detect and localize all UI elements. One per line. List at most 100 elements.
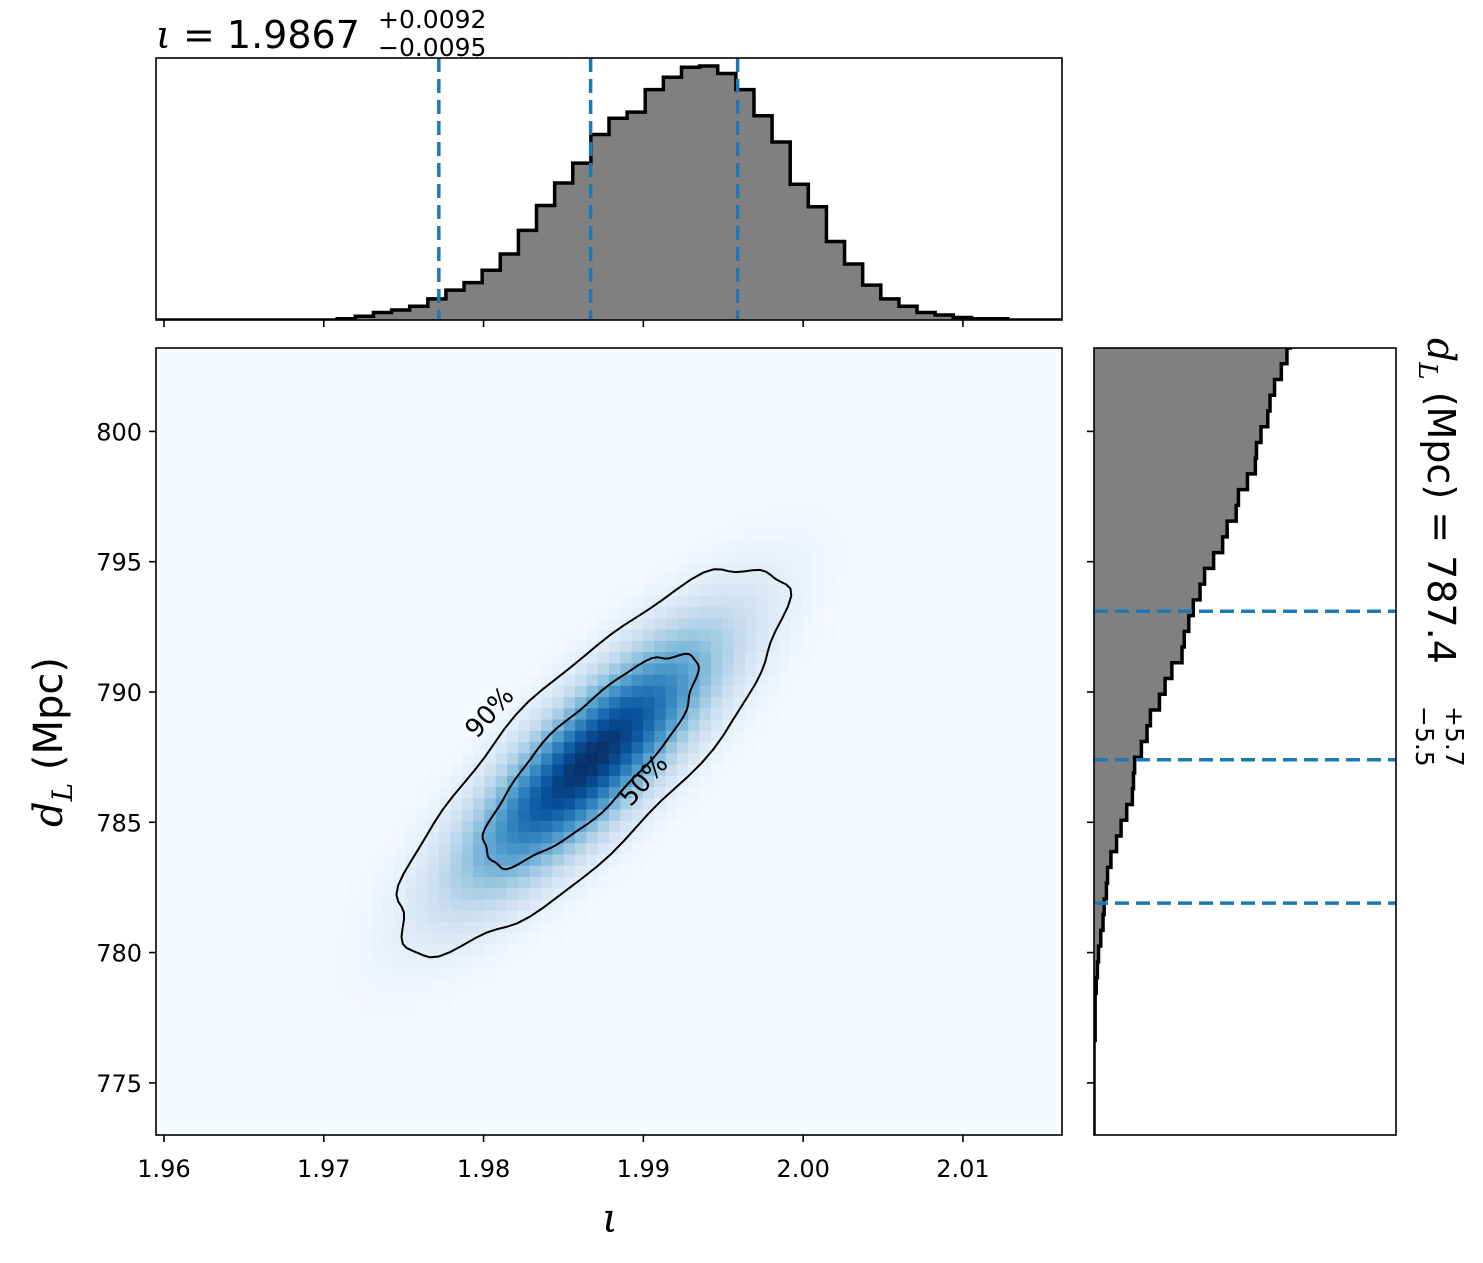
heatmap-cell: [450, 763, 463, 776]
heatmap-cell: [722, 651, 735, 664]
dl-title-equals: =: [1419, 499, 1463, 555]
heatmap-cell: [518, 707, 531, 720]
heatmap-cell: [597, 685, 610, 698]
heatmap-cell: [688, 617, 701, 630]
heatmap-cell: [541, 696, 553, 709]
heatmap-cell: [439, 887, 452, 900]
heatmap-cell: [790, 606, 803, 619]
heatmap-cell: [767, 606, 780, 619]
heatmap-cell: [609, 887, 621, 900]
heatmap-cell: [586, 763, 599, 776]
heatmap-cell: [676, 662, 689, 675]
heatmap-cell: [835, 595, 848, 608]
heatmap-cell: [801, 561, 814, 574]
heatmap-cell: [688, 775, 701, 788]
dl-histogram-bar: [1094, 725, 1148, 742]
heatmap-cell: [824, 629, 837, 641]
heatmap-cell: [563, 651, 576, 664]
heatmap-cell: [393, 932, 406, 945]
heatmap-cell: [586, 696, 599, 709]
heatmap-cell: [665, 707, 678, 720]
heatmap-cell: [575, 741, 587, 754]
heatmap-cell: [631, 674, 644, 686]
heatmap-cell: [484, 797, 497, 810]
heatmap-cell: [393, 910, 406, 922]
heatmap-cell: [563, 640, 576, 653]
heatmap-cell: [631, 865, 644, 878]
heatmap-cell: [835, 584, 848, 596]
heatmap-cell: [575, 876, 587, 889]
iota-histogram-bar: [373, 312, 393, 320]
heatmap-cell: [790, 629, 803, 641]
heatmap-cell: [710, 763, 723, 776]
heatmap-cell: [676, 685, 689, 698]
heatmap-cell: [846, 572, 859, 585]
heatmap-cell: [393, 1000, 406, 1012]
heatmap-cell: [575, 853, 587, 866]
heatmap-cell: [586, 842, 599, 855]
heatmap-cell: [835, 550, 848, 563]
heatmap-cell: [665, 550, 678, 563]
heatmap-cell: [495, 955, 508, 967]
heatmap-cell: [416, 955, 429, 967]
heatmap-cell: [416, 808, 429, 821]
dl-histogram-bar: [1094, 489, 1239, 506]
heatmap-cell: [507, 853, 519, 866]
heatmap-cell: [371, 932, 384, 945]
dl-histogram-bar: [1094, 426, 1261, 443]
heatmap-cell: [541, 910, 553, 922]
heatmap-cell: [710, 786, 723, 799]
dl-histogram-bar: [1094, 788, 1133, 805]
heatmap-cell: [665, 572, 678, 585]
heatmap-cell: [450, 808, 463, 821]
heatmap-cell: [371, 865, 384, 878]
dl-histogram-bar: [1094, 175, 1342, 191]
heatmap-cell: [744, 617, 757, 630]
heatmap-cell: [688, 719, 701, 731]
dl-histogram-bar: [1094, 521, 1228, 538]
heatmap-cell: [586, 685, 599, 698]
dl-histogram-bar: [1094, 17, 1383, 33]
heatmap-cell: [710, 606, 723, 619]
heatmap-cell: [450, 730, 463, 743]
heatmap-cell: [620, 629, 633, 641]
heatmap-cell: [348, 876, 361, 889]
heatmap-cell: [733, 629, 746, 641]
heatmap-cell: [450, 966, 463, 979]
heatmap-cell: [654, 730, 667, 743]
heatmap-cell: [835, 516, 848, 529]
heatmap-cell: [416, 786, 429, 799]
heatmap-cell: [427, 775, 440, 788]
heatmap-cell: [461, 808, 474, 821]
heatmap-cell: [461, 741, 474, 754]
heatmap-cell: [722, 730, 735, 743]
heatmap-cell: [631, 763, 644, 776]
heatmap-cell: [665, 685, 678, 698]
heatmap-cell: [563, 730, 576, 743]
heatmap-cell: [416, 921, 429, 934]
heatmap-cell: [461, 730, 474, 743]
heatmap-cell: [824, 606, 837, 619]
heatmap-cell: [541, 943, 553, 956]
heatmap-cell: [439, 786, 452, 799]
heatmap-cell: [393, 820, 406, 833]
heatmap-cell: [631, 775, 644, 788]
heatmap-cell: [405, 786, 418, 799]
dl-histogram-y-ticks: [1087, 430, 1094, 1084]
heatmap-cell: [631, 651, 644, 664]
heatmap-cell: [654, 550, 667, 563]
heatmap-cell: [631, 662, 644, 675]
heatmap-cell: [812, 584, 825, 596]
heatmap-cell: [348, 966, 361, 979]
heatmap-cell: [507, 707, 519, 720]
heatmap-cell: [541, 651, 553, 664]
heatmap-cell: [382, 932, 395, 945]
heatmap-cell: [620, 786, 633, 799]
heatmap-cell: [461, 887, 474, 900]
heatmap-cell: [710, 775, 723, 788]
heatmap-cell: [642, 674, 655, 686]
heatmap-cell: [835, 561, 848, 574]
heatmap-cell: [416, 820, 429, 833]
heatmap-cell: [665, 640, 678, 653]
heatmap-cell: [405, 910, 418, 922]
